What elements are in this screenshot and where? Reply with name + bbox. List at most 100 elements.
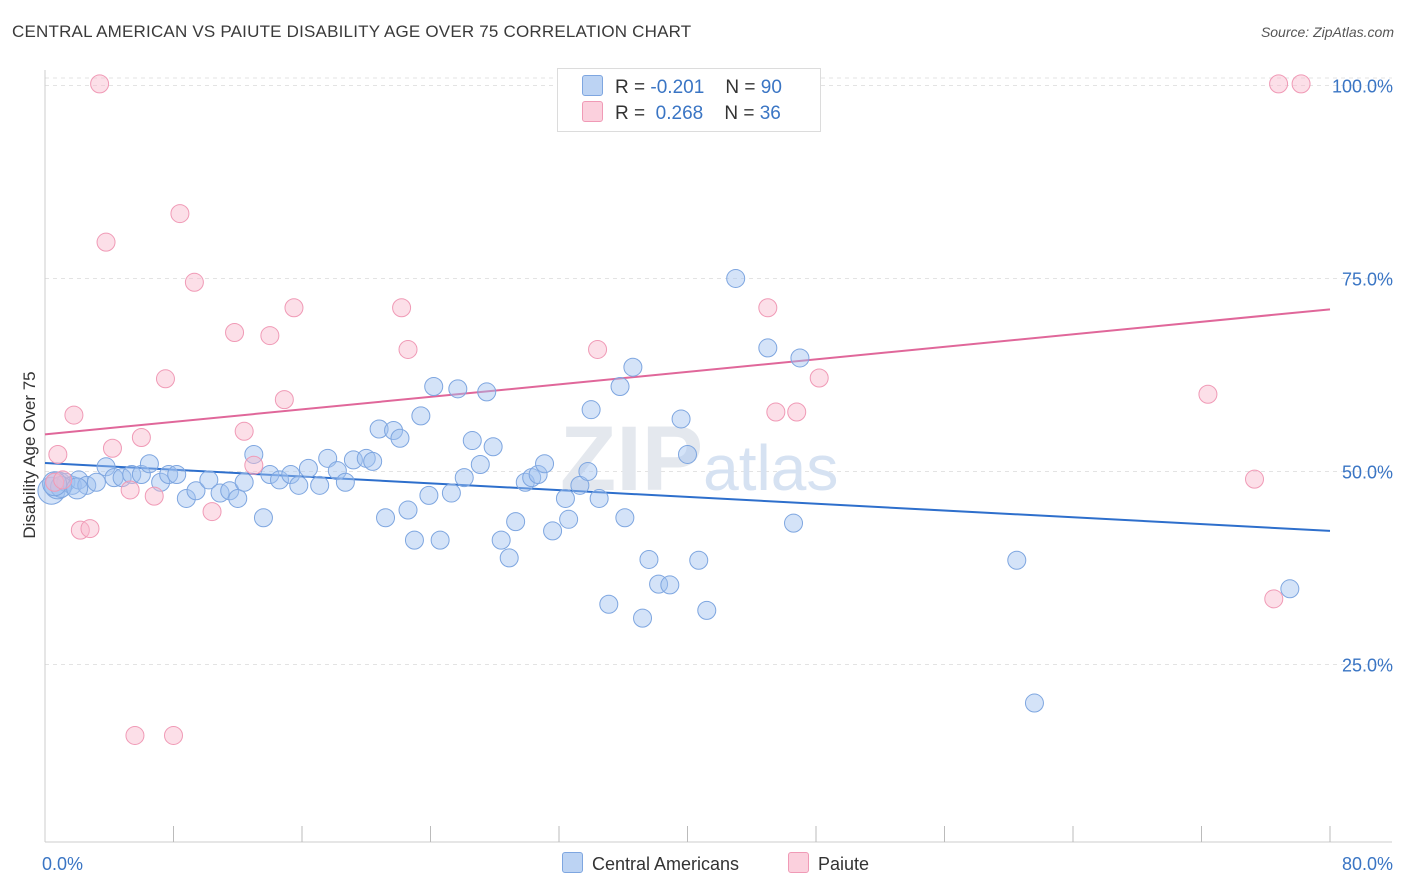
data-points [37,74,1311,745]
chart-title: CENTRAL AMERICAN VS PAIUTE DISABILITY AG… [12,22,692,41]
central-american-point [671,409,691,429]
y-tick-label: 25.0% [1342,655,1393,675]
paiute-point [244,455,264,475]
central-american-point [289,475,309,495]
central-american-point [610,377,630,397]
paiute-point [80,519,100,539]
paiute-point [170,204,190,224]
paiute-point [125,725,145,745]
y-tick-label: 50.0% [1342,462,1393,482]
y-axis-label: Disability Age Over 75 [20,371,39,538]
paiute-point [70,520,90,540]
legend-n-label: N = [724,103,755,124]
paiute-point [1269,74,1289,94]
paiute-point [225,322,245,342]
paiute-point [809,368,829,388]
legend-row-central-americans: R = -0.201 N = 90 [582,75,782,101]
central-american-point [122,465,142,485]
central-american-point [470,454,490,474]
y-tick-label: 75.0% [1342,269,1393,289]
paiute-point [120,480,140,500]
paiute-point [1264,589,1284,609]
central-american-point [260,465,280,485]
central-american-point [784,513,804,533]
paiute-point [588,339,608,359]
central-american-point [281,465,301,485]
series-name: Central Americans [592,854,740,874]
central-american-point [660,575,680,595]
central-american-point [506,512,526,532]
central-american-point [589,488,609,508]
paiute-point [758,298,778,318]
central-american-point [86,472,106,492]
paiute-point [284,298,304,318]
central-american-point [96,457,116,477]
legend-n-value: 36 [759,103,781,124]
central-american-point [369,419,389,439]
central-american-point [253,508,273,528]
central-american-point [298,458,318,478]
central-american-point [543,521,563,541]
paiute-trend-line [44,308,1331,436]
central-american-point [398,500,418,520]
paiute-point [64,405,84,425]
central-american-point [448,379,468,399]
central-american-point [477,382,497,402]
paiute-point [48,444,68,464]
central-american-point [758,338,778,358]
central-american-point [581,400,601,420]
legend-row-paiute: R = 0.268 N = 36 [582,101,781,127]
paiute-point [1291,74,1311,94]
bottom-legend-central-americans: Central Americans [562,852,739,875]
central-american-point [1007,550,1027,570]
paiute-point [392,298,412,318]
trend-lines [44,308,1331,532]
bottom-legend-paiute: Paiute [788,852,869,875]
paiute-point [1245,469,1265,489]
legend-r-label: R = [615,77,646,98]
central-american-point [327,461,347,481]
paiute-point [96,232,116,252]
central-american-point [131,465,151,485]
series-name: Paiute [818,854,870,874]
legend-r-label: R = [615,103,646,124]
central-american-point [186,481,206,501]
central-american-point [228,488,248,508]
central-american-point [441,483,461,503]
central-american-point [430,530,450,550]
central-american-point [335,472,355,492]
central-american-point [633,608,653,628]
central-american-point [411,406,431,426]
legend-r-value: 0.268 [655,103,704,124]
central-american-point [424,377,444,397]
central-american-point [462,431,482,451]
paiute-point [144,486,164,506]
tick-labels: 25.0% 50.0% 75.0% 100.0% 0.0% 80.0% [42,76,1393,874]
legend-n-label: N = [725,77,756,98]
legend-swatch-blue [562,852,583,873]
paiute-point [53,470,73,490]
central-american-point [678,444,697,464]
paiute-point [131,427,151,447]
legend-swatch-pink [582,101,603,122]
central-american-point [176,488,196,508]
central-american-point [578,461,598,481]
central-american-point [615,508,635,528]
central-american-point [697,600,717,620]
paiute-point [234,421,254,441]
paiute-point [787,402,807,422]
y-tick-label: 100.0% [1332,76,1393,96]
paiute-point [102,438,122,458]
central-american-point [167,465,187,485]
central-american-point [1280,579,1300,599]
central-american-point [639,549,659,569]
central-american-point [559,509,579,529]
source-label: Source: ZipAtlas.com [1260,24,1394,40]
central-american-point [483,437,503,457]
central-american-point [220,481,240,501]
central-american-point [689,550,709,570]
paiute-point [274,390,294,410]
paiute-point [202,502,222,522]
axes [44,70,1392,843]
